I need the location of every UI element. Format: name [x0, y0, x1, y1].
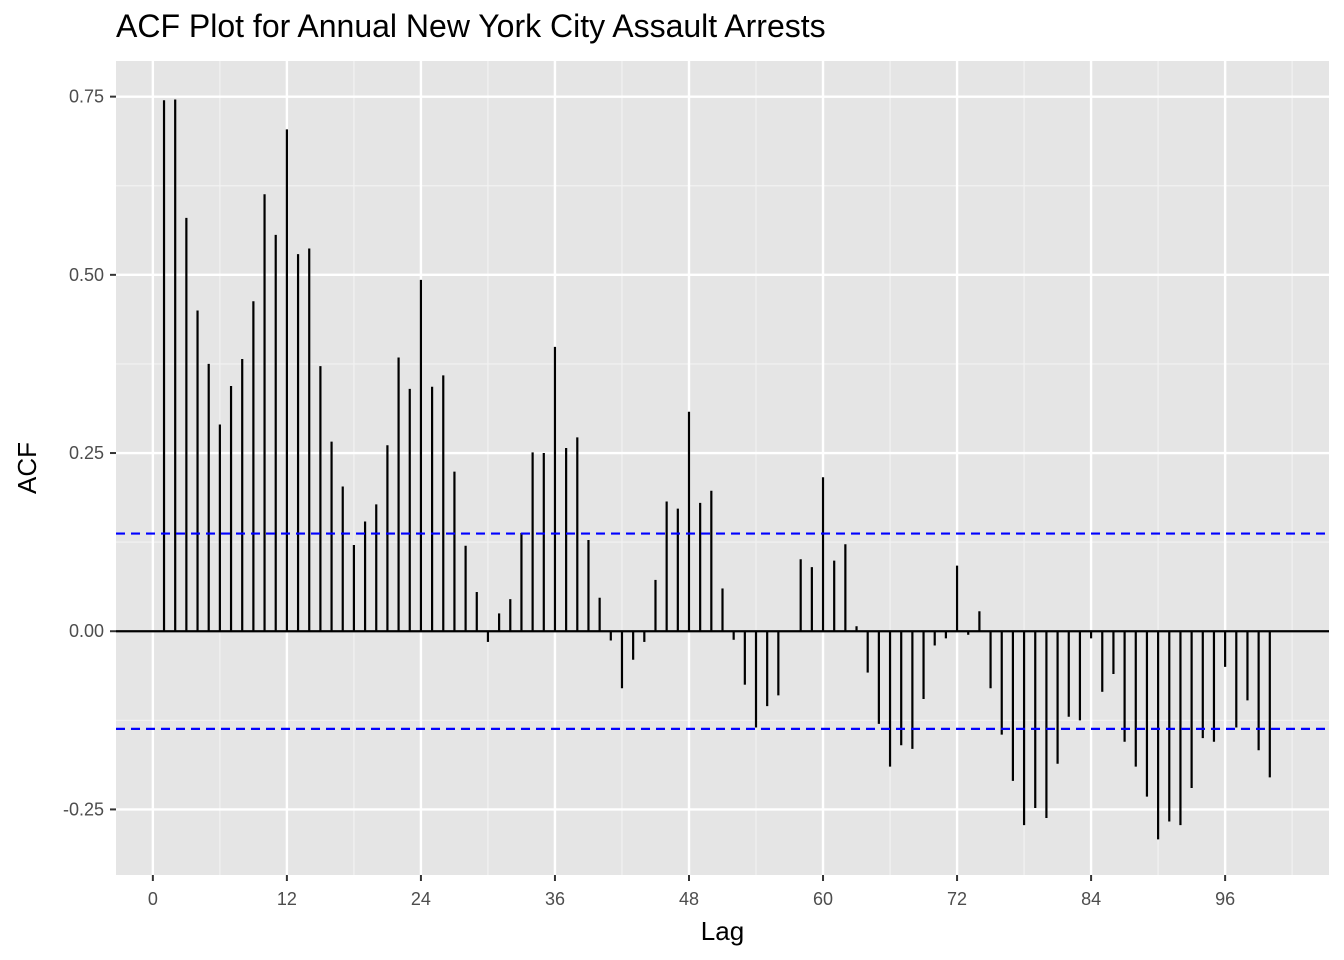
axis-ticks — [110, 95, 1227, 881]
x-tick-label: 48 — [679, 889, 699, 909]
x-tick-label: 12 — [277, 889, 297, 909]
x-tick-label: 24 — [411, 889, 431, 909]
chart-title: ACF Plot for Annual New York City Assaul… — [116, 8, 826, 44]
plot-panel — [116, 61, 1329, 875]
x-tick-label: 84 — [1081, 889, 1101, 909]
confidence-bounds — [116, 532, 1329, 730]
acf-bars — [116, 99, 1329, 840]
x-tick-label: 72 — [947, 889, 967, 909]
x-tick-label: 96 — [1215, 889, 1235, 909]
x-tick-label: 0 — [148, 889, 158, 909]
x-tick-label: 36 — [545, 889, 565, 909]
y-axis-title: ACF — [12, 442, 42, 494]
y-tick-label: 0.50 — [69, 265, 104, 285]
tick-labels: 0 12 24 36 48 60 72 84 96 -0.25 0.00 0.25 0.50 0.75 — [63, 87, 1235, 909]
y-tick-label: 0.25 — [69, 443, 104, 463]
x-tick-label: 60 — [813, 889, 833, 909]
x-axis-title: Lag — [701, 916, 744, 946]
y-tick-label: 0.00 — [69, 621, 104, 641]
y-tick-label: -0.25 — [63, 799, 104, 819]
y-tick-label: 0.75 — [69, 87, 104, 107]
